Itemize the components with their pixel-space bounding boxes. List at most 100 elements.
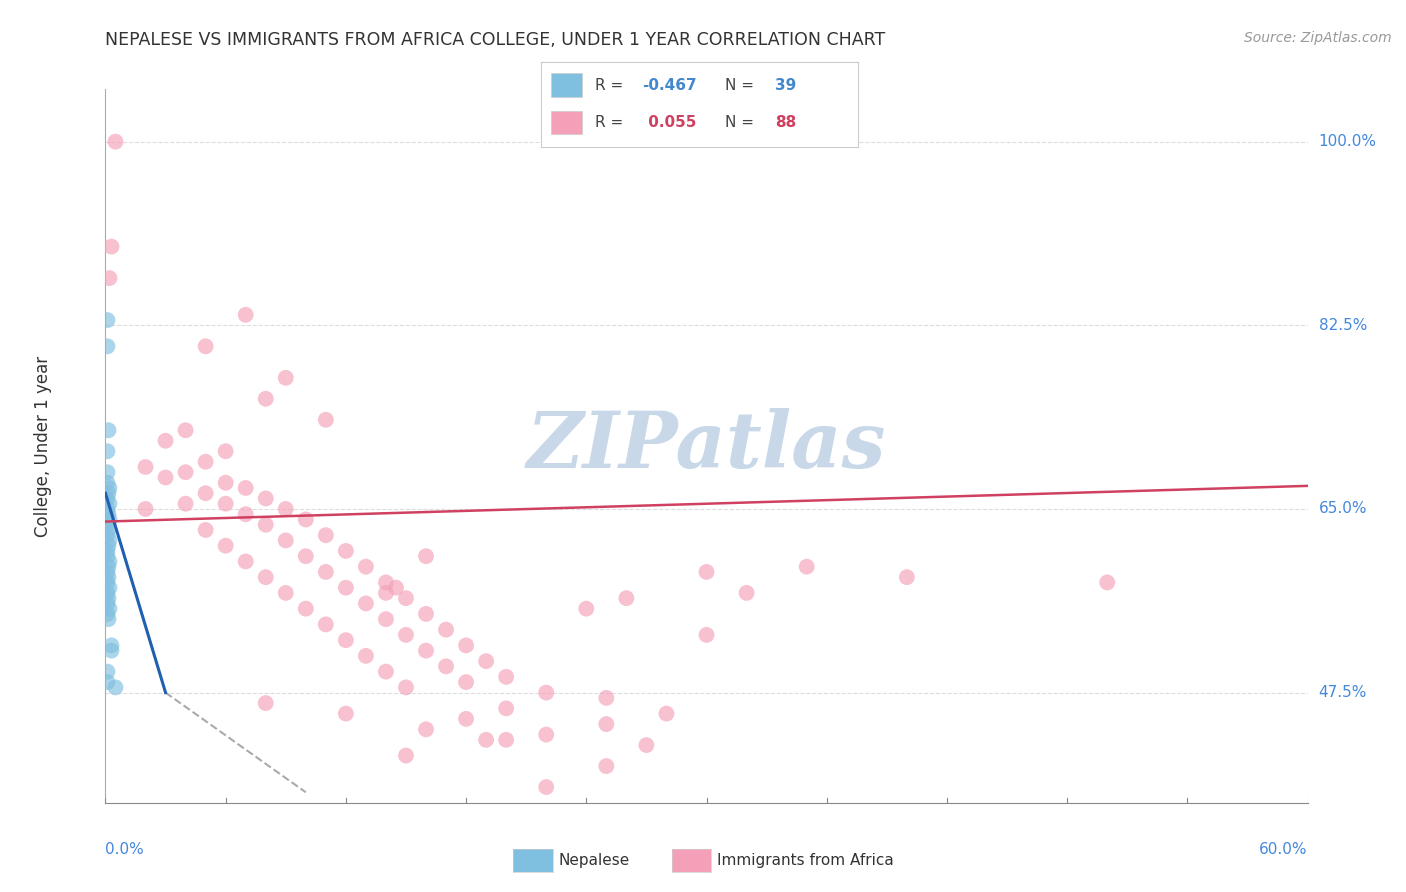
Point — [96, 544, 118, 558]
Point — [655, 706, 678, 721]
Point — [96, 675, 118, 690]
Point — [96, 491, 118, 506]
Point — [475, 654, 498, 668]
Text: 0.055: 0.055 — [643, 115, 696, 130]
Point — [96, 502, 118, 516]
Point — [98, 554, 121, 568]
Point — [534, 685, 557, 699]
Text: NEPALESE VS IMMIGRANTS FROM AFRICA COLLEGE, UNDER 1 YEAR CORRELATION CHART: NEPALESE VS IMMIGRANTS FROM AFRICA COLLE… — [105, 31, 886, 49]
Point — [495, 670, 517, 684]
Point — [354, 596, 377, 610]
Point — [735, 586, 758, 600]
Point — [395, 681, 418, 695]
Point — [96, 549, 118, 564]
Point — [456, 639, 478, 653]
Text: ZIPatlas: ZIPatlas — [527, 408, 886, 484]
Text: 47.5%: 47.5% — [1319, 685, 1367, 700]
Point — [335, 581, 357, 595]
Point — [96, 444, 118, 458]
Point — [96, 575, 118, 590]
Text: Immigrants from Africa: Immigrants from Africa — [717, 854, 894, 868]
Point — [100, 643, 122, 657]
Point — [354, 648, 377, 663]
Point — [415, 643, 437, 657]
Point — [456, 712, 478, 726]
Point — [96, 528, 118, 542]
Point — [295, 549, 318, 564]
Point — [96, 607, 118, 621]
Point — [155, 470, 177, 484]
Point — [96, 596, 118, 610]
Point — [395, 748, 418, 763]
Point — [97, 539, 120, 553]
Point — [696, 628, 718, 642]
Point — [434, 623, 457, 637]
Point — [315, 528, 337, 542]
Text: 0.0%: 0.0% — [105, 842, 145, 857]
Point — [295, 512, 318, 526]
Point — [174, 423, 197, 437]
Point — [97, 591, 120, 606]
Text: 82.5%: 82.5% — [1319, 318, 1367, 333]
Point — [415, 723, 437, 737]
Text: R =: R = — [595, 115, 623, 130]
Point — [96, 517, 118, 532]
Point — [254, 491, 277, 506]
Point — [274, 371, 297, 385]
Point — [194, 339, 217, 353]
Point — [100, 239, 122, 253]
Text: 39: 39 — [776, 78, 797, 93]
Point — [696, 565, 718, 579]
Point — [98, 481, 121, 495]
Point — [235, 481, 257, 495]
Point — [534, 780, 557, 794]
Point — [315, 413, 337, 427]
Text: 88: 88 — [776, 115, 797, 130]
Point — [214, 497, 236, 511]
Point — [194, 523, 217, 537]
Point — [97, 423, 120, 437]
Point — [96, 339, 118, 353]
Point — [616, 591, 638, 606]
Point — [534, 728, 557, 742]
Point — [495, 701, 517, 715]
Point — [97, 523, 120, 537]
Point — [575, 601, 598, 615]
Point — [374, 575, 396, 590]
Text: R =: R = — [595, 78, 623, 93]
Point — [636, 738, 658, 752]
Point — [1097, 575, 1119, 590]
Point — [395, 591, 418, 606]
Point — [385, 581, 408, 595]
Point — [274, 533, 297, 548]
Point — [174, 465, 197, 479]
Point — [96, 465, 118, 479]
Point — [194, 486, 217, 500]
Bar — [551, 73, 582, 97]
Point — [97, 486, 120, 500]
Point — [98, 581, 121, 595]
Point — [96, 313, 118, 327]
Point — [96, 586, 118, 600]
Point — [155, 434, 177, 448]
Point — [315, 565, 337, 579]
Point — [595, 759, 617, 773]
Point — [374, 612, 396, 626]
Text: 60.0%: 60.0% — [1260, 842, 1308, 857]
Point — [98, 271, 121, 285]
Point — [295, 601, 318, 615]
Text: Source: ZipAtlas.com: Source: ZipAtlas.com — [1244, 31, 1392, 45]
Bar — [551, 111, 582, 135]
Point — [595, 717, 617, 731]
Point — [98, 601, 121, 615]
Point — [274, 502, 297, 516]
Point — [98, 533, 121, 548]
Point — [796, 559, 818, 574]
Text: 100.0%: 100.0% — [1319, 134, 1376, 149]
Point — [315, 617, 337, 632]
Point — [96, 475, 118, 490]
Point — [395, 628, 418, 642]
Text: Nepalese: Nepalese — [558, 854, 630, 868]
Point — [335, 544, 357, 558]
Point — [254, 517, 277, 532]
